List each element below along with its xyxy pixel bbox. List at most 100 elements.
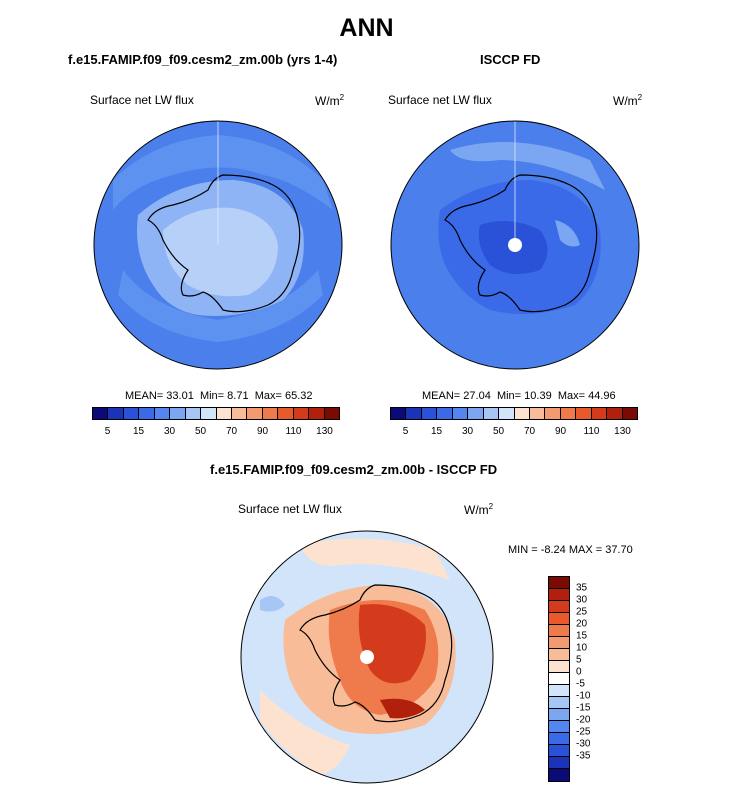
model-coastline — [147, 174, 301, 313]
colorbar-swatch — [549, 685, 569, 697]
colorbar-swatch — [549, 613, 569, 625]
colorbar-swatch — [421, 408, 438, 419]
colorbar-swatch — [514, 408, 530, 419]
colorbar-swatch — [293, 408, 310, 419]
model-stats: MEAN= 33.01 Min= 8.71 Max= 65.32 — [125, 390, 313, 402]
colorbar-swatch — [549, 721, 569, 733]
colorbar-swatch — [437, 408, 453, 419]
colorbar-tick-label: 5 — [576, 654, 582, 666]
colorbar-swatch — [154, 408, 171, 419]
colorbar-tick-label: 0 — [576, 666, 582, 678]
obs-coastline — [444, 174, 598, 313]
diff-coastline — [299, 584, 453, 723]
colorbar-tick-label: 70 — [225, 426, 238, 437]
colorbar-swatch — [549, 577, 569, 589]
model-units-label: W/m2 — [315, 93, 345, 108]
model-case-title: f.e15.FAMIP.f09_f09.cesm2_zm.00b (yrs 1-… — [68, 52, 338, 67]
colorbar-tick-label: 25 — [576, 606, 588, 618]
colorbar-tick-label: 5 — [104, 426, 111, 437]
model-outer-band — [113, 135, 333, 210]
model-polar-map — [93, 120, 343, 370]
obs-stats: MEAN= 27.04 Min= 10.39 Max= 44.96 — [422, 390, 616, 402]
colorbar-tick-label: 90 — [554, 426, 567, 437]
colorbar-tick-label: 15 — [430, 426, 443, 437]
colorbar-tick-label: -25 — [576, 726, 591, 738]
colorbar-swatch — [591, 408, 608, 419]
diff-minmax-stats: MIN = -8.24 MAX = 37.70 — [508, 544, 633, 556]
colorbar-tick-label: 35 — [576, 582, 588, 594]
colorbar-swatch — [185, 408, 202, 419]
colorbar-tick-label: 15 — [576, 630, 588, 642]
colorbar-tick-label: 10 — [576, 642, 588, 654]
colorbar-swatch — [309, 408, 325, 419]
colorbar-swatch — [499, 408, 515, 419]
colorbar-swatch — [108, 408, 124, 419]
colorbar-tick-label: 50 — [194, 426, 207, 437]
colorbar-swatch — [549, 589, 569, 601]
diff-colorbar — [548, 576, 570, 782]
colorbar-tick-label: 30 — [461, 426, 474, 437]
colorbar-swatch — [483, 408, 500, 419]
colorbar-swatch — [560, 408, 577, 419]
colorbar-swatch — [201, 408, 217, 419]
obs-colorbar — [390, 407, 638, 420]
colorbar-swatch — [549, 661, 569, 673]
diff-case-title: f.e15.FAMIP.f09_f09.cesm2_zm.00b - ISCCP… — [210, 462, 498, 477]
colorbar-swatch — [549, 769, 569, 781]
colorbar-tick-label: 30 — [576, 594, 588, 606]
page-title: ANN — [339, 14, 394, 42]
colorbar-swatch — [391, 408, 407, 419]
obs-pole-hole — [508, 238, 522, 252]
colorbar-swatch — [622, 408, 637, 419]
colorbar-tick-label: 5 — [402, 426, 409, 437]
colorbar-swatch — [529, 408, 546, 419]
colorbar-tick-label: -10 — [576, 690, 591, 702]
model-variable-label: Surface net LW flux — [90, 93, 194, 107]
colorbar-tick-label: 130 — [614, 426, 631, 437]
diff-pole-hole — [360, 650, 374, 664]
colorbar-tick-label: 20 — [576, 618, 588, 630]
colorbar-swatch — [139, 408, 155, 419]
colorbar-tick-label: 130 — [316, 426, 333, 437]
colorbar-swatch — [247, 408, 263, 419]
colorbar-tick-label: 110 — [583, 426, 600, 437]
colorbar-swatch — [216, 408, 232, 419]
colorbar-swatch — [576, 408, 592, 419]
obs-polar-map — [390, 120, 640, 370]
colorbar-tick-label: 30 — [163, 426, 176, 437]
obs-units-label: W/m2 — [613, 93, 643, 108]
colorbar-tick-label: 70 — [523, 426, 536, 437]
colorbar-swatch — [545, 408, 561, 419]
colorbar-tick-label: 15 — [132, 426, 145, 437]
colorbar-swatch — [468, 408, 484, 419]
colorbar-swatch — [262, 408, 279, 419]
colorbar-swatch — [278, 408, 294, 419]
colorbar-swatch — [549, 601, 569, 613]
colorbar-swatch — [549, 649, 569, 661]
colorbar-swatch — [452, 408, 469, 419]
colorbar-swatch — [549, 637, 569, 649]
colorbar-tick-label: -5 — [576, 678, 585, 690]
colorbar-tick-label: -35 — [576, 750, 591, 762]
colorbar-swatch — [406, 408, 422, 419]
diff-colorbar-ticks: 35 30 25 20 15 10 5 0 -5 -10 -15 -20 -25 -30 -35 — [576, 576, 606, 776]
colorbar-swatch — [170, 408, 186, 419]
obs-variable-label: Surface net LW flux — [388, 93, 492, 107]
colorbar-swatch — [93, 408, 109, 419]
colorbar-swatch — [607, 408, 623, 419]
diff-variable-label: Surface net LW flux — [238, 502, 342, 516]
colorbar-tick-label: -30 — [576, 738, 591, 750]
colorbar-swatch — [324, 408, 339, 419]
colorbar-swatch — [123, 408, 140, 419]
colorbar-tick-label: 90 — [256, 426, 269, 437]
colorbar-tick-label: -15 — [576, 702, 591, 714]
colorbar-swatch — [549, 733, 569, 745]
colorbar-tick-label: -20 — [576, 714, 591, 726]
diff-units-label: W/m2 — [464, 502, 494, 517]
obs-case-title: ISCCP FD — [480, 52, 541, 67]
diff-polar-map — [240, 530, 494, 784]
colorbar-tick-label: 50 — [492, 426, 505, 437]
colorbar-swatch — [549, 697, 569, 709]
colorbar-swatch — [231, 408, 248, 419]
colorbar-swatch — [549, 745, 569, 757]
